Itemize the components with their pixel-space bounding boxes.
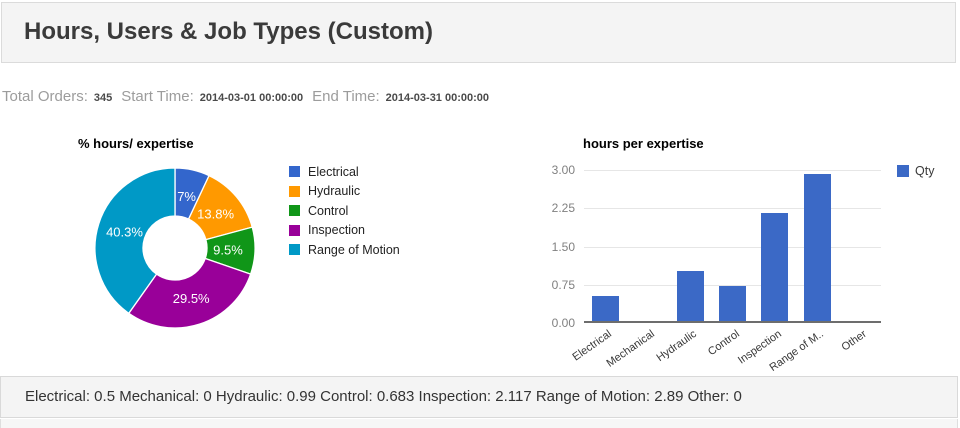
y-tick-label: 0.75: [551, 277, 575, 292]
page-title: Hours, Users & Job Types (Custom): [24, 18, 433, 45]
report-meta: Total Orders: 345 Start Time: 2014-03-01…: [2, 88, 498, 105]
bar-electrical[interactable]: [591, 295, 619, 321]
pie-chart-title: % hours/ expertise: [78, 136, 194, 151]
x-axis-line: [584, 321, 881, 323]
gridline: [584, 208, 881, 210]
bar-chart-y-axis: 3.00 2.25 1.50 0.75 0.00: [545, 163, 575, 330]
report-header: Hours, Users & Job Types (Custom): [1, 2, 956, 63]
legend-swatch-icon: [289, 244, 300, 256]
legend-label: Control: [308, 203, 349, 218]
legend-label: Range of Motion: [308, 242, 400, 257]
bar-inspection[interactable]: [761, 213, 789, 321]
pie-slice-label: 40.3%: [106, 224, 143, 239]
total-orders-value: 345: [93, 92, 113, 104]
start-time-value: 2014-03-01 00:00:00: [199, 92, 304, 104]
legend-swatch-icon: [289, 166, 300, 178]
pie-chart[interactable]: 7%13.8% 9.5% 29.5% 40.3%: [95, 168, 255, 328]
pie-slice-label: 7%: [177, 189, 196, 204]
pie-slice-label: 29.5%: [173, 291, 210, 306]
legend-label: Electrical: [308, 164, 359, 179]
pie-legend-item[interactable]: Electrical: [289, 162, 400, 182]
legend-label: Qty: [915, 164, 935, 178]
pie-legend-item[interactable]: Range of Motion: [289, 240, 400, 260]
legend-label: Hydraulic: [308, 184, 361, 199]
legend-swatch-icon: [897, 165, 909, 177]
y-tick-label: 1.50: [551, 239, 575, 254]
bar-chart[interactable]: Electrical Mechanical Hydraulic Control Insp…: [571, 170, 881, 374]
bar-hydraulic[interactable]: [676, 270, 704, 321]
bar-chart-title: hours per expertise: [583, 136, 704, 151]
pie-slice-inspection[interactable]: [127, 257, 252, 328]
y-tick-label: 0.00: [551, 316, 575, 330]
legend-swatch-icon: [289, 185, 300, 197]
summary-bar-footer: [0, 419, 958, 428]
pie-legend-item[interactable]: Inspection: [289, 221, 400, 241]
bar-legend-item[interactable]: Qty: [897, 164, 934, 178]
gridline: [584, 284, 881, 286]
y-tick-label: 3.00: [551, 163, 575, 177]
legend-label: Inspection: [308, 223, 365, 238]
bar-control[interactable]: [719, 286, 746, 321]
bar-legend: Qty: [897, 164, 934, 178]
y-tick-label: 2.25: [551, 201, 575, 216]
legend-swatch-icon: [289, 205, 300, 217]
pie-slice-label: 9.5%: [213, 242, 243, 257]
end-time-label: End Time:: [312, 88, 380, 105]
legend-swatch-icon: [289, 224, 300, 236]
pie-slice-range-of-motion[interactable]: [95, 168, 176, 315]
bar-range-of-m[interactable]: [803, 173, 831, 321]
pie-legend-item[interactable]: Hydraulic: [289, 182, 400, 202]
pie-slice-label: 13.8%: [197, 207, 234, 222]
start-time-label: Start Time:: [121, 88, 194, 105]
total-orders-label: Total Orders:: [2, 88, 88, 105]
bar-chart-section: hours per expertise 3.00 2.25 1.50 0.75 0.00…: [545, 130, 960, 374]
gridline: [584, 246, 881, 248]
end-time-value: 2014-03-31 00:00:00: [385, 92, 490, 104]
gridline: [584, 170, 881, 171]
summary-text: Electrical: 0.5 Mechanical: 0 Hydraulic:…: [25, 388, 742, 405]
pie-legend: Electrical Hydraulic Control Inspection Rang…: [289, 162, 400, 260]
pie-legend-item[interactable]: Control: [289, 201, 400, 221]
summary-bar: Electrical: 0.5 Mechanical: 0 Hydraulic:…: [0, 376, 958, 418]
pie-chart-section: % hours/ expertise 7% 13.8% 9.5% 29.5% 40.3%…: [60, 130, 490, 360]
